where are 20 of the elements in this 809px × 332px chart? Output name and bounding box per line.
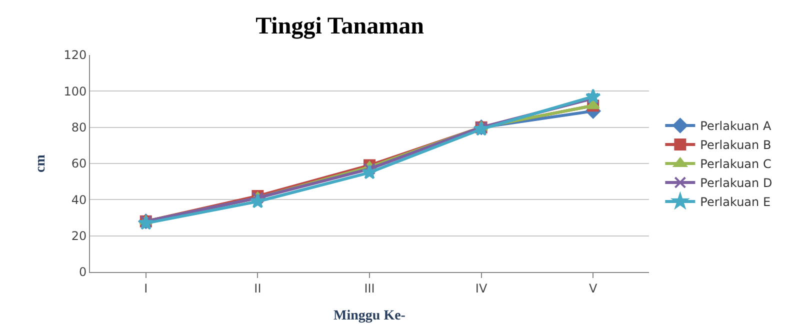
y-tick-label: 120: [64, 48, 87, 62]
y-tick-label: 20: [71, 229, 87, 244]
legend-label: Perlakuan C: [700, 157, 772, 172]
x-tick-label: I: [144, 281, 148, 296]
y-tick-label: 0: [78, 265, 87, 280]
chart-title: Tinggi Tanaman: [256, 13, 424, 40]
y-tick-label: 80: [71, 120, 87, 135]
legend-label: Perlakuan E: [700, 195, 771, 210]
y-tick-label: 40: [71, 192, 87, 207]
legend-label: Perlakuan D: [700, 176, 772, 190]
x-tick-label: V: [588, 281, 598, 296]
x-tick-label: IV: [475, 281, 488, 296]
x-tick-label: III: [364, 281, 375, 296]
legend-label: Perlakuan A: [700, 119, 772, 134]
x-axis-title: Minggu Ke-: [334, 308, 406, 324]
legend-label: Perlakuan B: [700, 138, 772, 152]
y-axis-title: cm: [33, 154, 48, 172]
y-tick-label: 60: [71, 156, 87, 171]
y-tick-label: 100: [64, 84, 87, 98]
x-tick-label: II: [254, 281, 262, 296]
